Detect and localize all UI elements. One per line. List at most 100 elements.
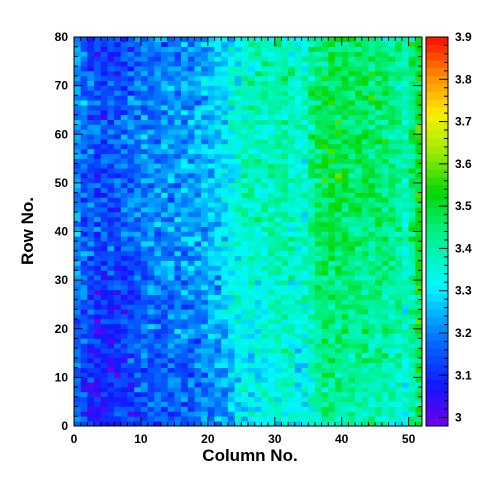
- heatmap-cell: [401, 299, 409, 305]
- heatmap-cell: [221, 114, 229, 120]
- heatmap-cell: [221, 372, 229, 378]
- heatmap-cell: [274, 309, 282, 315]
- heatmap-cell: [368, 284, 376, 291]
- heatmap-cell: [214, 338, 222, 344]
- heatmap-cell: [87, 207, 95, 213]
- heatmap-cell: [207, 236, 215, 242]
- heatmap-cell: [248, 382, 255, 388]
- heatmap-cell: [134, 187, 142, 193]
- heatmap-cell: [274, 362, 282, 368]
- heatmap-cell: [321, 391, 329, 398]
- heatmap-cell: [308, 265, 316, 271]
- heatmap-cell: [207, 163, 215, 169]
- heatmap-cell: [301, 163, 309, 169]
- heatmap-cell: [328, 100, 336, 106]
- palette-band: [426, 161, 448, 170]
- heatmap-cell: [248, 294, 255, 300]
- heatmap-cell: [174, 66, 182, 72]
- heatmap-cell: [335, 323, 342, 330]
- palette-tick-label: 3: [455, 411, 462, 425]
- heatmap-cell: [134, 353, 142, 359]
- heatmap-cell: [288, 294, 296, 300]
- heatmap-cell: [395, 56, 403, 62]
- heatmap-cell: [294, 382, 302, 388]
- heatmap-cell: [361, 304, 369, 310]
- heatmap-cell: [167, 105, 175, 111]
- heatmap-cell: [100, 396, 108, 402]
- heatmap-cell: [214, 387, 222, 393]
- heatmap-cell: [274, 163, 282, 169]
- heatmap-cell: [395, 333, 403, 339]
- heatmap-cell: [87, 314, 95, 320]
- heatmap-cell: [127, 338, 135, 344]
- heatmap-cell: [234, 255, 242, 261]
- heatmap-cell: [94, 314, 102, 320]
- heatmap-cell: [80, 299, 88, 305]
- heatmap-cell: [268, 51, 276, 57]
- heatmap-cell: [234, 139, 242, 145]
- heatmap-cell: [301, 105, 309, 111]
- heatmap-cell: [254, 37, 262, 43]
- heatmap-cell: [201, 212, 209, 218]
- heatmap-cell: [381, 51, 389, 57]
- heatmap-cell: [348, 71, 356, 77]
- heatmap-cell: [361, 90, 369, 96]
- heatmap-cell: [221, 377, 229, 383]
- heatmap-cell: [241, 41, 249, 48]
- heatmap-cell: [114, 197, 122, 203]
- heatmap-cell: [401, 61, 409, 67]
- heatmap-cell: [301, 37, 309, 43]
- heatmap-cell: [140, 37, 148, 43]
- heatmap-cell: [134, 90, 142, 96]
- heatmap-cell: [335, 255, 342, 261]
- heatmap-cell: [114, 37, 122, 43]
- heatmap-cell: [107, 367, 115, 373]
- heatmap-cell: [381, 148, 389, 154]
- heatmap-cell: [341, 250, 349, 257]
- heatmap-cell: [348, 367, 356, 373]
- heatmap-cell: [388, 289, 396, 296]
- heatmap-cell: [134, 299, 142, 305]
- heatmap-cell: [368, 182, 376, 189]
- heatmap-cell: [154, 387, 162, 393]
- heatmap-cell: [147, 372, 155, 378]
- heatmap-cell: [301, 139, 309, 145]
- heatmap-cell: [335, 333, 342, 339]
- heatmap-cell: [181, 299, 189, 305]
- heatmap-cell: [361, 246, 369, 252]
- heatmap-cell: [100, 406, 108, 412]
- heatmap-cell: [288, 377, 296, 383]
- heatmap-cell: [241, 362, 249, 368]
- heatmap-cell: [100, 158, 108, 164]
- heatmap-cell: [181, 319, 189, 325]
- heatmap-cell: [248, 338, 255, 344]
- heatmap-cell: [314, 90, 322, 96]
- heatmap-cell: [288, 216, 296, 223]
- heatmap-cell: [348, 75, 356, 82]
- heatmap-cell: [207, 265, 215, 271]
- palette-band: [426, 278, 448, 287]
- heatmap-cell: [174, 357, 182, 364]
- heatmap-cell: [254, 314, 262, 320]
- heatmap-cell: [227, 236, 235, 242]
- heatmap-cell: [167, 178, 175, 184]
- heatmap-cell: [408, 143, 416, 150]
- heatmap-cell: [147, 41, 155, 48]
- heatmap-cell: [221, 284, 229, 291]
- heatmap-cell: [194, 124, 202, 130]
- heatmap-cell: [234, 280, 242, 286]
- heatmap-cell: [107, 416, 115, 422]
- heatmap-cell: [154, 212, 162, 218]
- heatmap-cell: [328, 250, 336, 257]
- heatmap-cell: [140, 80, 148, 86]
- heatmap-cell: [134, 421, 142, 427]
- heatmap-cell: [274, 289, 282, 296]
- heatmap-cell: [408, 401, 416, 407]
- heatmap-cell: [294, 139, 302, 145]
- heatmap-cell: [114, 51, 122, 57]
- heatmap-cell: [207, 158, 215, 164]
- heatmap-cell: [94, 416, 102, 422]
- heatmap-cell: [261, 90, 269, 96]
- heatmap-cell: [375, 382, 383, 388]
- heatmap-cell: [140, 187, 148, 193]
